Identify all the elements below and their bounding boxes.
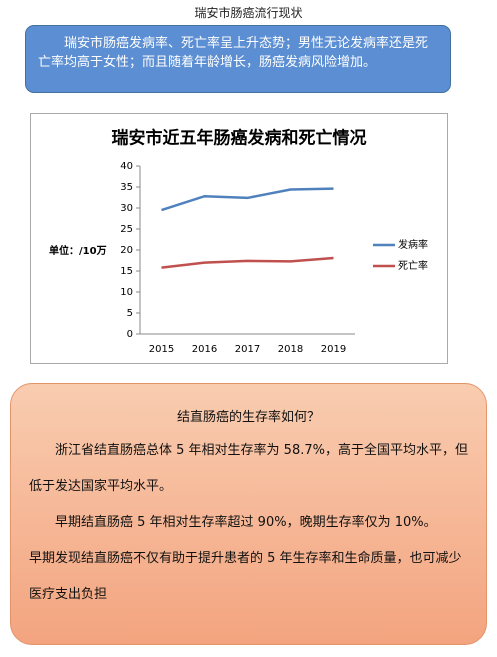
chart-title: 瑞安市近五年肠癌发病和死亡情况 xyxy=(112,128,367,149)
page-title: 瑞安市肠癌流行现状 xyxy=(194,6,303,20)
series-line xyxy=(161,256,334,269)
x-tick-label: 2017 xyxy=(235,344,260,355)
survival-card: 结直肠癌的生存率如何？ 浙江省结直肠癌总体 5 年相对生存率为 58.7%，高于… xyxy=(10,383,487,645)
x-tick-label: 2018 xyxy=(278,344,303,355)
paragraph: 浙江省结直肠癌总体 5 年相对生存率为 58.7%，高于全国平均水平，但低于发达… xyxy=(29,443,468,494)
x-tick-label: 2016 xyxy=(192,344,217,355)
series-line xyxy=(161,187,334,212)
y-tick-label: 5 xyxy=(127,308,133,319)
y-axis-label: 单位：/10万 xyxy=(49,244,107,257)
chart: 瑞安市近五年肠癌发病和死亡情况 单位：/10万 0 5 10 15 20 25 30 35 40… xyxy=(49,128,428,356)
y-tick-label: 0 xyxy=(127,329,133,340)
y-tick-label: 15 xyxy=(120,266,133,277)
chart-frame: 瑞安市近五年肠癌发病和死亡情况 单位：/10万 0 5 10 15 20 25 30 35 40… xyxy=(30,113,448,364)
y-tick-label: 30 xyxy=(120,203,133,214)
legend-label: 死亡率 xyxy=(398,259,428,272)
y-tick-label: 25 xyxy=(120,224,133,235)
paragraph: 早期结直肠癌 5 年相对生存率超过 90%，晚期生存率仅为 10%。 xyxy=(55,515,437,530)
card-title: 结直肠癌的生存率如何？ xyxy=(176,410,320,425)
paragraph: 早期发现结直肠癌不仅有助于提升患者的 5 年生存率和生命质量，也可减少医疗支出负… xyxy=(29,551,462,602)
x-tick-label: 2015 xyxy=(149,344,174,355)
y-tick-label: 35 xyxy=(120,182,133,193)
legend-label: 发病率 xyxy=(398,238,428,251)
y-tick-label: 40 xyxy=(120,161,133,172)
x-tick-label: 2019 xyxy=(321,344,346,355)
y-tick-label: 20 xyxy=(120,245,133,256)
y-tick-label: 10 xyxy=(120,287,133,298)
summary-box: 瑞安市肠癌发病率、死亡率呈上升态势；男性无论发病率还是死亡率均高于女性；而且随着… xyxy=(25,25,451,93)
